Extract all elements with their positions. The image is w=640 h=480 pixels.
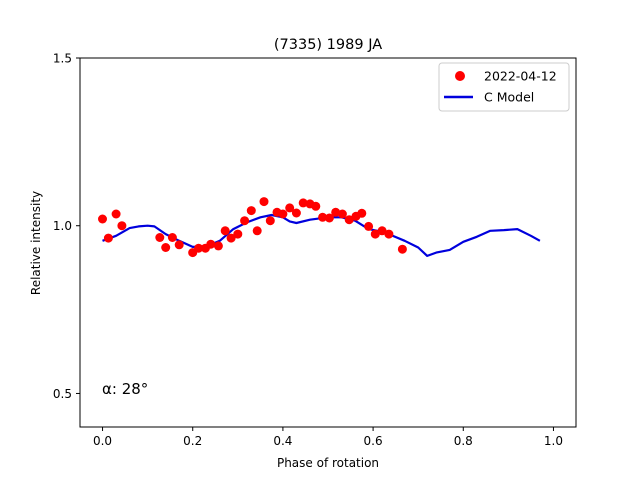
data-point: [117, 221, 127, 231]
data-point: [246, 206, 256, 216]
data-point: [252, 226, 262, 236]
data-point: [364, 221, 374, 231]
data-point: [384, 229, 394, 239]
data-point: [174, 240, 184, 250]
data-point: [213, 241, 223, 251]
data-point: [167, 233, 177, 242]
data-point: [291, 208, 301, 218]
data-point: [318, 212, 328, 222]
data-point: [103, 233, 113, 243]
points-layer: [98, 197, 407, 258]
data-point: [111, 209, 121, 219]
x-tick-label: 0.0: [93, 434, 112, 448]
y-axis-label: Relative intensity: [29, 191, 43, 295]
x-tick-label: 0.6: [364, 434, 383, 448]
y-tick-label: 1.0: [53, 219, 72, 233]
model-layer: [102, 213, 541, 257]
x-axis-ticks: 0.0 0.2 0.4 0.6 0.8 1.0: [93, 427, 563, 448]
data-point: [226, 233, 236, 243]
model-line: [102, 213, 541, 257]
chart-title: (7335) 1989 JA: [274, 37, 382, 53]
x-tick-label: 1.0: [544, 434, 563, 448]
y-tick-label: 1.5: [53, 52, 72, 66]
x-axis-label: Phase of rotation: [277, 456, 379, 470]
data-point: [377, 226, 387, 236]
y-axis-ticks: 0.5 1.0 1.5: [53, 52, 80, 401]
data-point: [298, 198, 308, 208]
data-point: [155, 233, 165, 242]
data-point: [285, 203, 295, 213]
data-point: [278, 209, 288, 219]
data-point: [220, 226, 230, 236]
data-point: [370, 229, 380, 239]
data-point: [240, 216, 250, 226]
legend: 2022-04-12 C Model: [438, 62, 570, 112]
x-tick-label: 0.4: [273, 434, 292, 448]
x-tick-label: 0.8: [454, 434, 473, 448]
data-point: [98, 214, 107, 224]
data-point: [194, 243, 204, 253]
phase-angle-annotation: α: 28°: [102, 380, 148, 398]
data-point: [337, 209, 347, 219]
data-point: [397, 244, 407, 254]
plot-area: [79, 57, 577, 428]
x-tick-label: 0.2: [183, 434, 202, 448]
data-point: [161, 243, 171, 252]
data-point: [324, 213, 334, 223]
data-point: [206, 239, 216, 249]
data-point: [357, 208, 367, 218]
y-tick-label: 0.5: [53, 387, 72, 401]
legend-box: [438, 62, 570, 112]
data-point: [311, 201, 321, 211]
legend-label-observations: 2022-04-12: [484, 69, 557, 84]
axes-frame: [79, 57, 577, 428]
legend-label-model: C Model: [484, 90, 534, 105]
data-point: [259, 197, 269, 207]
data-point: [344, 215, 354, 225]
data-point: [233, 229, 243, 239]
data-point: [265, 216, 275, 226]
legend-marker-observations: [455, 71, 465, 81]
